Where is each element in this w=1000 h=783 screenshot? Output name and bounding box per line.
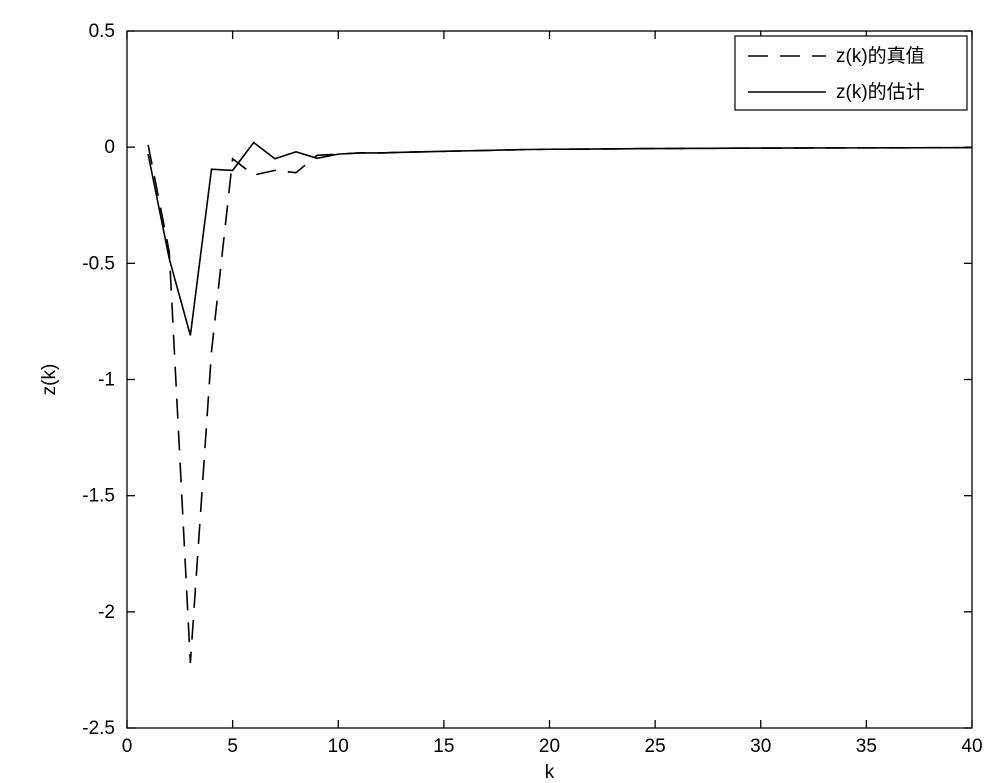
x-tick-label: 5	[227, 736, 238, 757]
y-axis-label: z(k)	[39, 364, 60, 396]
x-tick-label: 0	[122, 736, 133, 757]
x-tick-label: 30	[750, 736, 771, 757]
legend-label-estimate: z(k)的估计	[836, 81, 925, 103]
x-tick-label: 10	[328, 736, 349, 757]
y-tick-label: 0.5	[89, 21, 115, 42]
x-tick-label: 40	[961, 736, 982, 757]
y-tick-label: -2.5	[82, 718, 115, 739]
y-tick-label: 0	[104, 137, 115, 158]
x-tick-label: 15	[433, 736, 454, 757]
x-tick-label: 20	[539, 736, 560, 757]
chart-stage: 0 5 10 15 20 25 30 35 40 -2.5 -2 -1.5 -1 -0.5 0 0.5 k z(k…	[0, 0, 1000, 783]
x-tick-label: 25	[645, 736, 666, 757]
y-tick-label: -0.5	[82, 253, 115, 274]
canvas-bg	[0, 0, 1000, 783]
y-tick-label: -2	[98, 602, 115, 623]
y-tick-label: -1	[98, 370, 115, 391]
x-tick-label: 35	[856, 736, 877, 757]
x-axis-label: k	[545, 762, 555, 783]
y-tick-label: -1.5	[82, 486, 115, 507]
legend-label-true: z(k)的真值	[836, 45, 925, 67]
chart-svg: 0 5 10 15 20 25 30 35 40 -2.5 -2 -1.5 -1 -0.5 0 0.5 k z(k…	[0, 0, 1000, 783]
